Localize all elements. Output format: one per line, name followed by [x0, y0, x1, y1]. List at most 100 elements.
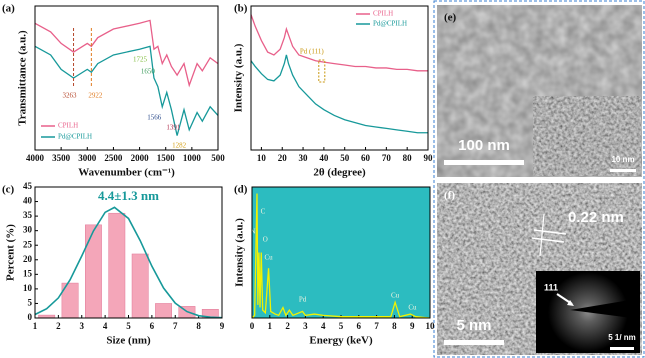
x-tick-label: 6 [357, 321, 362, 331]
annotation: 1391 [166, 124, 181, 132]
y-tick-label: 45 [23, 181, 33, 191]
x-tick-label: 0 [250, 321, 255, 331]
annotation: Pd [299, 296, 307, 304]
x-tick-label: 20 [278, 153, 288, 163]
bar [155, 303, 172, 319]
panel-label: (c) [2, 184, 15, 196]
x-axis-title: Energy (keV) [309, 335, 373, 347]
x-tick-label: 1500 [157, 153, 176, 163]
plot-background [252, 187, 430, 318]
y-tick-label: 40 [23, 196, 33, 206]
y-tick-label: 20 [23, 254, 33, 264]
x-tick-label: 500 [211, 153, 225, 163]
legend-label: CPILH [58, 122, 78, 130]
scale-bar [610, 347, 634, 350]
x-tick-label: 3 [80, 321, 85, 331]
x-axis-title: 2θ (degree) [313, 167, 366, 179]
series-line [251, 193, 431, 319]
x-tick-label: 6 [150, 321, 155, 331]
x-tick-label: 60 [361, 153, 371, 163]
y-axis-title: Percent (%) [5, 224, 17, 281]
annotation: 2922 [88, 92, 103, 100]
annotation: N [250, 228, 255, 236]
annotation-box [318, 59, 326, 83]
x-tick-label: 9 [410, 321, 415, 331]
legend-label: Pd@CPILH [58, 133, 92, 141]
scale-label: 5 1/ nm [608, 333, 636, 342]
annotation: Cu [408, 304, 417, 312]
inset-texture [533, 96, 641, 176]
scale-bar [444, 340, 504, 345]
annotation: 1282 [172, 142, 187, 150]
x-tick-label: 8 [196, 321, 201, 331]
x-tick-label: 70 [382, 153, 392, 163]
lattice-label: 0.22 nm [568, 209, 624, 226]
series-line [250, 14, 428, 72]
fit-curve [34, 206, 223, 319]
x-tick-label: 1000 [183, 153, 202, 163]
panel-label: (f) [444, 190, 455, 202]
axes-frame [34, 186, 223, 319]
legend-label: CPILH [373, 10, 393, 18]
x-tick-label: 30 [299, 153, 309, 163]
y-axis-title: Intensity (a.u.) [234, 218, 246, 287]
x-tick-label: 1 [33, 321, 38, 331]
annotation: 3263 [63, 92, 78, 100]
panel-label: (a) [2, 3, 15, 15]
annotation: O [263, 236, 268, 244]
y-tick-label: 5 [28, 298, 33, 308]
lattice-line [531, 237, 565, 243]
x-tick-label: 10 [426, 321, 436, 331]
x-tick-label: 40 [319, 153, 329, 163]
x-tick-label: 2 [285, 321, 290, 331]
annotation: Cu [264, 254, 273, 262]
bar [85, 224, 102, 319]
lattice-line [533, 229, 567, 235]
x-tick-label: 3 [303, 321, 308, 331]
annotation: 1650 [141, 68, 156, 76]
lattice-marker [539, 213, 545, 257]
x-tick-label: 50 [340, 153, 350, 163]
x-tick-label: 7 [374, 321, 379, 331]
annotation: Pd (111) [300, 48, 324, 56]
series-line [250, 54, 428, 134]
scale-label: 100 nm [458, 137, 510, 154]
x-axis-title: Wavenumber (cm⁻¹) [78, 167, 175, 179]
x-tick-label: 9 [220, 321, 225, 331]
panel-label: (e) [444, 12, 457, 24]
x-axis-title: Size (nm) [106, 335, 151, 347]
x-tick-label: 1 [268, 321, 273, 331]
y-tick-label: 30 [23, 225, 33, 235]
y-tick-label: 35 [23, 210, 33, 220]
beam-stop [570, 300, 632, 318]
x-tick-label: 3500 [52, 153, 71, 163]
series-line [34, 45, 219, 136]
annotation: 1566 [147, 114, 162, 122]
x-tick-label: 5 [339, 321, 344, 331]
panel-label: (d) [234, 184, 248, 196]
axes-frame [251, 186, 431, 319]
x-tick-label: 7 [173, 321, 178, 331]
annotation: Cu [391, 292, 400, 300]
x-tick-label: 4 [103, 321, 108, 331]
x-tick-label: 90 [424, 153, 434, 163]
x-tick-label: 4 [321, 321, 326, 331]
scale-label: 5 nm [456, 317, 491, 334]
x-tick-label: 10 [257, 153, 267, 163]
y-tick-label: 25 [23, 239, 33, 249]
panel-border [433, 0, 645, 358]
legend-label: Pd@CPILH [373, 20, 407, 28]
axes-frame [34, 5, 219, 151]
x-tick-label: 2 [56, 321, 61, 331]
y-tick-label: 10 [23, 283, 33, 293]
chart-title: 4.4±1.3 nm [98, 188, 159, 203]
annotation: 1725 [133, 56, 148, 64]
x-tick-label: 8 [392, 321, 397, 331]
scale-label: 10 nm [611, 155, 634, 164]
scale-bar [610, 169, 636, 172]
x-tick-label: 80 [403, 153, 413, 163]
x-tick-label: 4000 [26, 153, 45, 163]
y-axis-title: Intensity (a.u.) [233, 43, 245, 112]
axes-frame [250, 5, 429, 151]
